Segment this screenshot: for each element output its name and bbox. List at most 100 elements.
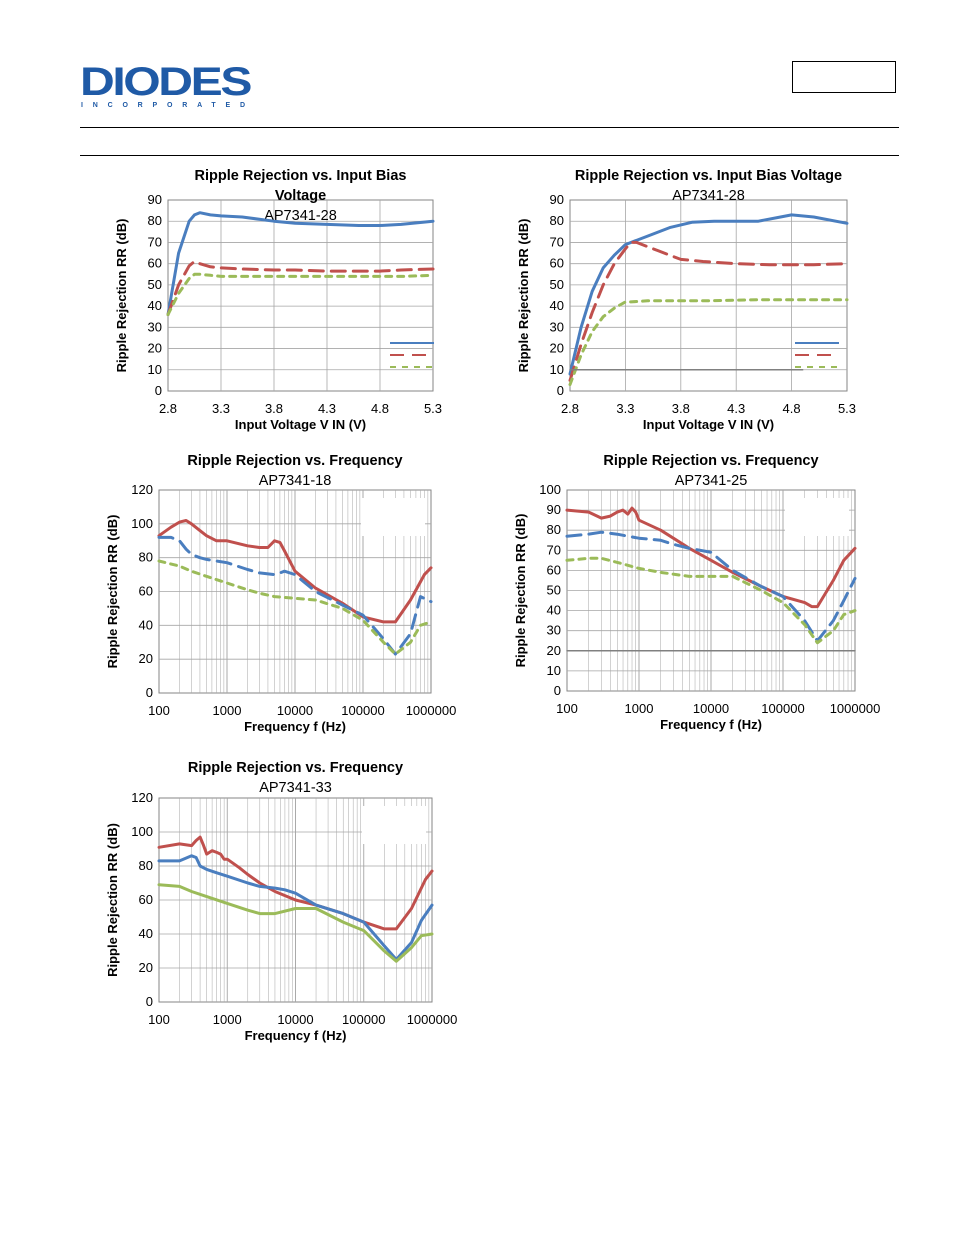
x-tick-label: 3.8: [265, 401, 283, 416]
y-tick-label: 40: [547, 603, 561, 618]
y-tick-label: 40: [550, 298, 564, 313]
y-tick-label: 30: [148, 319, 162, 334]
y-axis-label: Ripple Rejection RR (dB): [513, 514, 528, 668]
y-tick-label: 20: [139, 960, 153, 975]
chart-title: Ripple Rejection vs. Input Bias Voltage: [575, 168, 842, 184]
series-line: [568, 240, 849, 382]
x-axis-label: Frequency f (Hz): [660, 717, 762, 732]
y-tick-label: 100: [539, 482, 561, 497]
chart-title: Ripple Rejection vs. Frequency: [188, 760, 403, 776]
chart-subtitle: AP7341-33: [259, 780, 332, 796]
x-tick-label: 3.3: [616, 401, 634, 416]
y-tick-label: 70: [550, 234, 564, 249]
x-tick-label: 1000: [213, 1012, 242, 1027]
x-tick-label: 100000: [761, 701, 804, 716]
x-tick-label: 4.8: [371, 401, 389, 416]
y-tick-label: 100: [131, 824, 153, 839]
x-tick-label: 2.8: [561, 401, 579, 416]
logo-wordmark: DIODES: [80, 62, 252, 104]
plot-area: [167, 199, 434, 392]
series-line: [157, 519, 433, 624]
y-tick-label: 70: [547, 542, 561, 557]
y-tick-label: 50: [547, 583, 561, 598]
chart-title: Ripple Rejection vs. Frequency: [187, 453, 402, 469]
y-tick-label: 0: [155, 383, 162, 398]
x-tick-label: 1000000: [406, 703, 457, 718]
y-tick-label: 30: [550, 319, 564, 334]
y-tick-label: 10: [547, 663, 561, 678]
chart-title-line-2: Voltage: [275, 188, 326, 204]
x-tick-label: 100: [148, 1012, 170, 1027]
series-line: [166, 260, 435, 317]
series-line: [565, 556, 857, 645]
series-line: [157, 559, 433, 656]
x-tick-label: 3.8: [672, 401, 690, 416]
x-tick-label: 1000: [213, 703, 242, 718]
y-tick-label: 80: [547, 522, 561, 537]
x-tick-label: 100: [556, 701, 578, 716]
series-line: [166, 272, 435, 317]
chart-rr-vs-freq-18: 0 20 40 60 80 100 120 100 1000 10000 100000 1000000…: [105, 453, 457, 734]
x-tick-label: 1000000: [407, 1012, 458, 1027]
series-line: [157, 883, 434, 963]
chart-title: Ripple Rejection vs. Frequency: [603, 453, 818, 469]
y-tick-label: 60: [550, 256, 564, 271]
y-tick-label: 50: [550, 277, 564, 292]
y-tick-label: 40: [148, 298, 162, 313]
x-axis-label: Frequency f (Hz): [244, 719, 346, 734]
x-tick-label: 10000: [277, 703, 313, 718]
part-number-box: [792, 61, 896, 93]
y-tick-label: 80: [139, 858, 153, 873]
x-tick-label: 100: [148, 703, 170, 718]
x-tick-label: 3.3: [212, 401, 230, 416]
x-tick-label: 100000: [341, 703, 384, 718]
y-axis-label: Ripple Rejection RR (dB): [114, 219, 129, 373]
x-tick-label: 5.3: [424, 401, 442, 416]
chart-rr-vs-vin-left: 0 10 20 30 40 50 60 70 80 90 2.8 3.3 3.8 4.3 4.8 5.3 Rip…: [114, 168, 442, 432]
y-tick-label: 10: [550, 362, 564, 377]
y-axis-label: Ripple Rejection RR (dB): [516, 219, 531, 373]
y-tick-label: 60: [547, 562, 561, 577]
y-tick-label: 60: [148, 256, 162, 271]
series-line: [157, 854, 434, 961]
y-tick-label: 60: [139, 584, 153, 599]
y-tick-label: 80: [148, 213, 162, 228]
y-tick-label: 0: [557, 383, 564, 398]
x-tick-label: 4.3: [727, 401, 745, 416]
legend-label-box: [785, 498, 849, 536]
diodes-logo: DIODES INCORPORATED: [80, 62, 254, 109]
series-line: [565, 530, 857, 643]
y-tick-label: 90: [550, 192, 564, 207]
y-tick-label: 10: [148, 362, 162, 377]
x-tick-label: 1000000: [830, 701, 881, 716]
y-tick-label: 80: [139, 550, 153, 565]
y-tick-label: 0: [146, 685, 153, 700]
y-tick-label: 0: [146, 994, 153, 1009]
chart-subtitle: AP7341-28: [672, 188, 745, 204]
y-tick-label: 90: [547, 502, 561, 517]
y-tick-label: 20: [547, 643, 561, 658]
plot-area: [569, 199, 848, 392]
y-tick-label: 80: [550, 213, 564, 228]
x-tick-label: 4.3: [318, 401, 336, 416]
y-tick-label: 40: [139, 617, 153, 632]
x-tick-label: 100000: [342, 1012, 385, 1027]
chart-rr-vs-vin-right: 0 10 20 30 40 50 60 70 80 90 2.8 3.3 3.8 4.3 4.8 5.3 Rip…: [516, 168, 856, 432]
x-tick-label: 5.3: [838, 401, 856, 416]
y-tick-label: 70: [148, 234, 162, 249]
series-line: [166, 211, 435, 317]
legend-label-box: [362, 806, 426, 844]
chart-subtitle: AP7341-28: [264, 208, 337, 224]
x-axis-label: Input Voltage V IN (V): [643, 417, 774, 432]
y-tick-label: 60: [139, 892, 153, 907]
chart-title: Ripple Rejection vs. Input Bias Voltage: [195, 168, 407, 204]
chart-subtitle: AP7341-18: [259, 473, 332, 489]
x-axis-label: Input Voltage V IN (V): [235, 417, 366, 432]
x-tick-label: 4.8: [783, 401, 801, 416]
series-line: [157, 535, 433, 656]
y-tick-label: 30: [547, 623, 561, 638]
chart-rr-vs-freq-33: 0 20 40 60 80 100 120 100 1000 10000 100000 1000000…: [105, 760, 458, 1043]
y-tick-label: 20: [139, 651, 153, 666]
chart-title-line-1: Ripple Rejection vs. Input Bias: [195, 168, 407, 184]
header-rule-bottom: [80, 155, 899, 156]
